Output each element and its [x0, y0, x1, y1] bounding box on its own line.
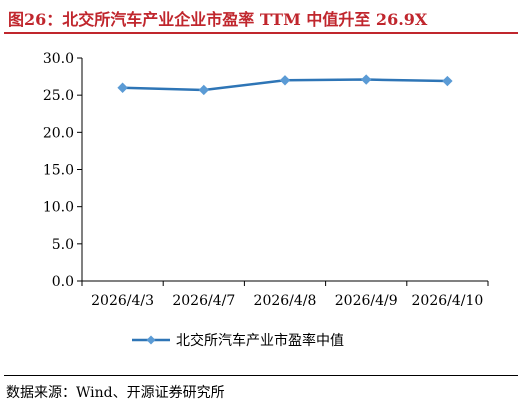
y-tick-label: 30.0	[43, 51, 74, 67]
chart-axes	[81, 58, 488, 282]
legend: 北交所汽车产业市盈率中值	[132, 332, 344, 349]
legend-label: 北交所汽车产业市盈率中值	[176, 332, 344, 349]
source-note: 数据来源：Wind、开源证券研究所	[6, 385, 225, 401]
data-point	[198, 84, 210, 96]
y-tick-label: 5.0	[52, 237, 74, 253]
x-tick-label: 2026/4/10	[412, 293, 484, 309]
y-axis-ticks: 0.0 5.0 10.0 15.0 20.0 25.0 30.0	[43, 51, 82, 290]
data-point	[117, 82, 128, 93]
y-tick-label: 15.0	[43, 163, 74, 179]
x-tick-label: 2026/4/7	[172, 293, 235, 309]
x-axis-ticks: 2026/4/3 2026/4/7 2026/4/8 2026/4/9 2026/4/1…	[81, 281, 489, 309]
line-chart: 0.05.010.015.020.025.030.0 2026/4/3 2026/…	[43, 51, 489, 349]
data-point	[442, 75, 453, 87]
chart-title: 图26：北交所汽车产业企业市盈率 TTM 中值升至 26.9X	[8, 10, 428, 29]
footer-divider	[4, 375, 518, 376]
y-tick-label: 0.0	[52, 274, 74, 290]
data-point	[360, 74, 372, 85]
series-group	[117, 74, 453, 96]
y-tick-label: 10.0	[43, 200, 74, 216]
x-tick-label: 2026/4/3	[91, 293, 154, 309]
y-tick-label: 25.0	[43, 88, 74, 104]
legend-marker	[146, 335, 156, 345]
y-tick-label: 20.0	[43, 125, 74, 141]
x-tick-label: 2026/4/8	[254, 293, 317, 309]
data-point	[279, 75, 291, 86]
title-divider	[4, 32, 518, 34]
x-tick-label: 2026/4/9	[335, 293, 398, 309]
